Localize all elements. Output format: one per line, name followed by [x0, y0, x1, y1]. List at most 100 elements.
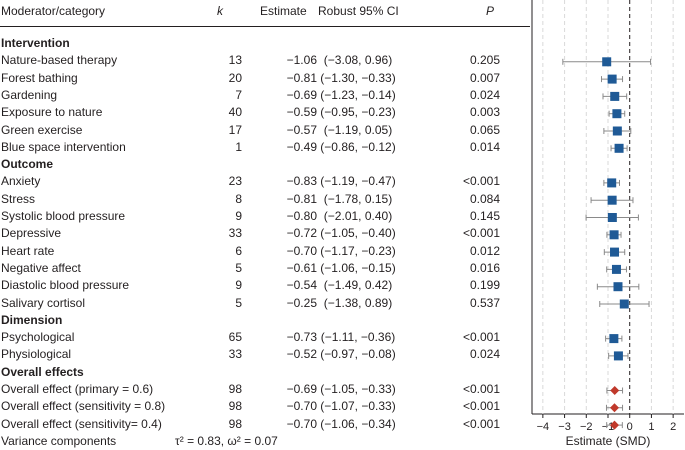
table-row: Systolic blood pressure 9 −0.80 (−2.01, 0.4… [0, 209, 530, 226]
row-estimate: −0.73 [286, 330, 317, 345]
table-row: Overall effect (sensitivity= 0.4) 98 −0.70… [0, 417, 530, 434]
row-p: <0.001 [462, 416, 500, 431]
row-k: 98 [228, 399, 242, 414]
row-estimate: −0.72 [286, 226, 317, 241]
row-p: 0.199 [469, 278, 500, 293]
table-row: Anxiety 23 −0.83 (−1.19, −0.47) <0.001 [0, 174, 530, 191]
row-ci: (−1.05, −0.33) [320, 382, 396, 396]
row-estimate: −0.69 [286, 87, 317, 102]
x-axis-title: Estimate (SMD) [566, 434, 651, 448]
row-label: Overall effect (primary = 0.6) [1, 382, 154, 396]
header-k: k [217, 4, 223, 18]
row-ci: (−2.01, 0.40) [323, 209, 393, 223]
row-k: 98 [228, 382, 242, 396]
row-label: Heart rate [1, 243, 55, 258]
estimate-square [607, 178, 617, 188]
row-k: 9 [235, 209, 242, 223]
estimate-square [609, 230, 619, 240]
section-heading: Dimension [0, 313, 530, 330]
row-label: Systolic blood pressure [1, 209, 126, 223]
estimate-square [614, 143, 624, 153]
table-row: Physiological 33 −0.52 (−0.97, −0.08) 0.024 [0, 347, 530, 364]
row-p: <0.001 [462, 330, 500, 345]
estimate-square [612, 126, 622, 136]
estimate-square [607, 213, 617, 222]
row-p: 0.084 [469, 191, 500, 206]
row-ci: (−1.49, 0.42) [323, 278, 393, 293]
row-p: 0.537 [469, 295, 500, 310]
row-ci: (−0.95, −0.23) [320, 105, 396, 120]
estimate-square [612, 109, 622, 119]
row-estimate: −0.83 [286, 174, 317, 189]
row-estimate: −0.80 [286, 209, 317, 223]
row-k: 33 [228, 347, 242, 362]
header-estimate: Estimate [260, 4, 307, 18]
row-k: 23 [228, 174, 242, 189]
table-row: Heart rate 6 −0.70 (−1.17, −0.23) 0.012 [0, 244, 530, 261]
estimate-diamond [610, 420, 620, 430]
section-label: Outcome [1, 157, 54, 172]
row-ci: (−1.23, −0.14) [320, 87, 396, 102]
row-p: 0.003 [469, 105, 500, 120]
row-estimate: −0.70 [286, 416, 317, 431]
row-k: 17 [228, 122, 242, 137]
table-row: Diastolic blood pressure 9 −0.54 (−1.49, 0.… [0, 278, 530, 295]
row-k: 33 [228, 226, 242, 241]
table-row: Psychological 65 −0.73 (−1.11, −0.36) <0.001 [0, 330, 530, 347]
row-estimate: −0.70 [286, 243, 317, 258]
row-p: 0.016 [469, 260, 500, 275]
row-ci: (−1.06, −0.34) [320, 416, 396, 431]
estimate-square [619, 299, 629, 309]
table-row: Gardening 7 −0.69 (−1.23, −0.14) 0.024 [0, 88, 530, 105]
table-row: Negative affect 5 −0.61 (−1.06, −0.15) 0.016 [0, 261, 530, 278]
header-category: Moderator/category [1, 4, 106, 18]
row-estimate: −0.61 [286, 260, 317, 275]
estimate-square [602, 57, 612, 67]
row-estimate: −0.81 [286, 191, 317, 206]
row-label: Overall effect (sensitivity = 0.8) [1, 399, 166, 414]
header-ci: Robust 95% CI [318, 4, 399, 18]
row-p: <0.001 [462, 382, 500, 396]
row-estimate: −0.69 [286, 382, 317, 396]
table-row: Exposure to nature 40 −0.59 (−0.95, −0.23) 0… [0, 105, 530, 122]
row-estimate: −1.06 [286, 53, 317, 68]
row-k: 8 [235, 191, 242, 206]
estimate-square [611, 264, 621, 274]
row-estimate: −0.54 [286, 278, 317, 293]
estimate-square [607, 74, 617, 84]
estimate-square [613, 282, 623, 292]
table-row: Blue space intervention 1 −0.49 (−0.86, −0.… [0, 140, 530, 157]
section-heading: Overall effects [0, 365, 530, 382]
row-ci: (−0.86, −0.12) [320, 139, 396, 154]
section-heading: Outcome [0, 157, 530, 174]
row-label: Diastolic blood pressure [1, 278, 130, 293]
row-k: 40 [228, 105, 242, 120]
row-k: 65 [228, 330, 242, 345]
row-ci: (−1.17, −0.23) [320, 243, 396, 258]
row-label: Green exercise [1, 122, 83, 137]
row-label: Anxiety [1, 174, 41, 189]
row-k: 13 [228, 53, 242, 68]
table-row: Nature-based therapy 13 −1.06 (−3.08, 0.96)… [0, 53, 530, 70]
row-ci: (−1.19, −0.47) [320, 174, 396, 189]
row-k: 7 [235, 87, 242, 102]
table-row: Salivary cortisol 5 −0.25 (−1.38, 0.89) 0.53… [0, 296, 530, 313]
row-estimate: −0.49 [286, 139, 317, 154]
row-label: Blue space intervention [1, 139, 126, 154]
table-row: Stress 8 −0.81 (−1.78, 0.15) 0.084 [0, 192, 530, 209]
row-label: Stress [1, 191, 36, 206]
table-header: Moderator/category k Estimate Robust 95%… [0, 0, 530, 27]
x-tick-label: 0 [627, 421, 633, 433]
row-ci: (−1.06, −0.15) [320, 260, 396, 275]
row-label: Depressive [1, 226, 62, 241]
row-k: 1 [235, 139, 242, 154]
row-p: 0.205 [469, 53, 500, 68]
row-p: <0.001 [462, 174, 500, 189]
table-row: Overall effect (sensitivity = 0.8) 98 −0.7… [0, 399, 530, 416]
row-ci: (−1.05, −0.40) [320, 226, 396, 241]
row-ci: (−0.97, −0.08) [320, 347, 396, 362]
x-tick-label: −3 [558, 421, 571, 433]
estimate-square [610, 247, 620, 257]
row-label: Physiological [1, 347, 72, 362]
estimate-square [610, 91, 620, 101]
